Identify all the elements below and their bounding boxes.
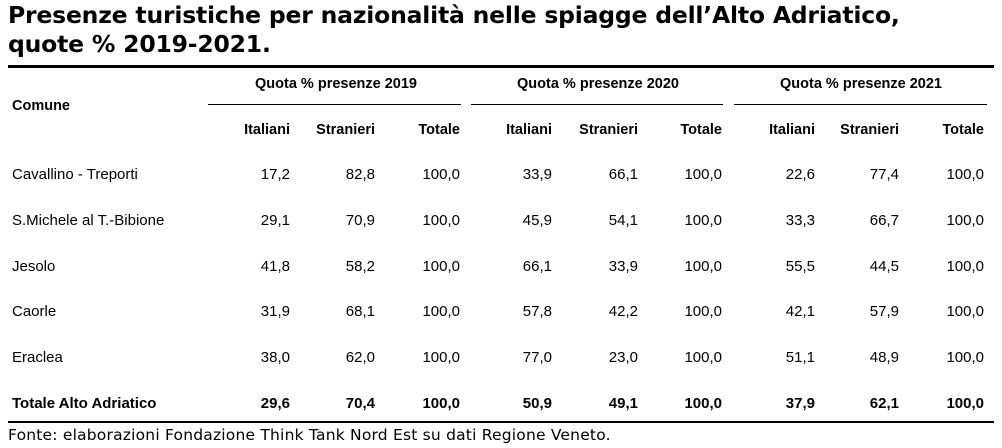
column-header: Italiani	[769, 122, 815, 138]
title-line-1: Presenze turistiche per nazionalità nell…	[8, 1, 900, 29]
group-underline	[734, 104, 987, 105]
table-cell: 55,5	[785, 258, 815, 275]
table-cell: 100,0	[684, 349, 722, 366]
row-label: Eraclea	[12, 349, 63, 366]
table-cell: 33,9	[522, 166, 552, 183]
table-bottom-rule	[8, 421, 994, 423]
table-cell: 57,8	[522, 303, 552, 320]
table-cell: 38,0	[260, 349, 290, 366]
table-cell: 100,0	[684, 258, 722, 275]
group-header: Quota % presenze 2020	[517, 76, 679, 92]
column-header: Italiani	[506, 122, 552, 138]
table-cell: 100,0	[422, 212, 460, 229]
table-cell: 58,2	[345, 258, 375, 275]
column-header: Italiani	[244, 122, 290, 138]
table-cell: 42,2	[608, 303, 638, 320]
group-underline	[208, 104, 461, 105]
table-cell: 100,0	[946, 258, 984, 275]
table-cell: 23,0	[608, 349, 638, 366]
group-header: Quota % presenze 2021	[780, 76, 942, 92]
table-cell: 100,0	[684, 212, 722, 229]
table-cell: 66,7	[869, 212, 899, 229]
row-label: Caorle	[12, 303, 57, 320]
table-cell: 44,5	[869, 258, 899, 275]
table-cell: 100,0	[946, 212, 984, 229]
row-label: Jesolo	[12, 258, 56, 275]
table-cell: 57,9	[869, 303, 899, 320]
table-cell: 41,8	[260, 258, 290, 275]
total-cell: 100,0	[684, 395, 722, 412]
table-cell: 70,9	[345, 212, 375, 229]
column-header: Totale	[418, 122, 460, 138]
table-cell: 77,4	[869, 166, 899, 183]
total-cell: 50,9	[522, 395, 552, 412]
row-label: S.Michele al T.-Bibione	[12, 212, 165, 229]
column-header: Totale	[680, 122, 722, 138]
table-cell: 100,0	[946, 166, 984, 183]
table-cell: 62,0	[345, 349, 375, 366]
table-cell: 42,1	[785, 303, 815, 320]
table-cell: 68,1	[345, 303, 375, 320]
table-cell: 100,0	[422, 349, 460, 366]
total-row-label: Totale Alto Adriatico	[12, 395, 157, 412]
table-cell: 100,0	[422, 258, 460, 275]
column-header: Stranieri	[579, 122, 638, 138]
table-cell: 100,0	[946, 303, 984, 320]
table-cell: 66,1	[522, 258, 552, 275]
total-cell: 62,1	[869, 395, 899, 412]
table-cell: 45,9	[522, 212, 552, 229]
table-cell: 77,0	[522, 349, 552, 366]
table-cell: 100,0	[684, 303, 722, 320]
table-cell: 51,1	[785, 349, 815, 366]
table-cell: 82,8	[345, 166, 375, 183]
total-cell: 49,1	[608, 395, 638, 412]
table-cell: 48,9	[869, 349, 899, 366]
table-cell: 22,6	[785, 166, 815, 183]
table-cell: 100,0	[422, 303, 460, 320]
table-cell: 100,0	[684, 166, 722, 183]
row-header-comune: Comune	[12, 98, 70, 114]
total-cell: 29,6	[260, 395, 290, 412]
page-title: Presenze turistiche per nazionalità nell…	[8, 1, 998, 59]
column-header: Stranieri	[316, 122, 375, 138]
table-cell: 29,1	[260, 212, 290, 229]
total-cell: 37,9	[785, 395, 815, 412]
table-cell: 17,2	[260, 166, 290, 183]
column-header: Totale	[942, 122, 984, 138]
table-cell: 31,9	[260, 303, 290, 320]
column-header: Stranieri	[840, 122, 899, 138]
table-top-rule	[8, 65, 994, 68]
source-note: Fonte: elaborazioni Fondazione Think Tan…	[8, 426, 611, 444]
title-line-2: quote % 2019-2021.	[8, 30, 271, 58]
total-cell: 70,4	[345, 395, 375, 412]
table-cell: 33,3	[785, 212, 815, 229]
group-underline	[471, 104, 723, 105]
table-cell: 33,9	[608, 258, 638, 275]
row-label: Cavallino - Treporti	[12, 166, 138, 183]
total-cell: 100,0	[946, 395, 984, 412]
table-cell: 54,1	[608, 212, 638, 229]
table-cell: 100,0	[422, 166, 460, 183]
group-header: Quota % presenze 2019	[255, 76, 417, 92]
table-cell: 66,1	[608, 166, 638, 183]
table-cell: 100,0	[946, 349, 984, 366]
total-cell: 100,0	[422, 395, 460, 412]
